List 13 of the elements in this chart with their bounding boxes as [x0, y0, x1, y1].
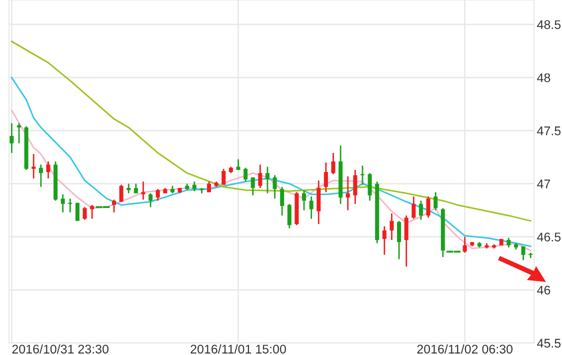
- y-tick-label: 47: [537, 180, 550, 188]
- x-tick-label: 2016/10/31 23:30: [12, 344, 109, 354]
- y-tick-label: 46: [537, 286, 550, 295]
- y-tick-label: 48: [537, 73, 550, 82]
- y-tick-label: 45.5: [537, 338, 561, 348]
- y-tick-label: 48.5: [537, 20, 561, 30]
- y-tick-label: 46.5: [537, 232, 561, 242]
- y-tick-label: 47.5: [537, 126, 561, 136]
- line-series: [10, 110, 532, 252]
- x-tick-label: 2016/11/01 15:00: [190, 344, 286, 354]
- line-series: [10, 76, 532, 248]
- line-series: [10, 40, 532, 222]
- x-tick-label: 2016/11/02 06:30: [417, 344, 513, 354]
